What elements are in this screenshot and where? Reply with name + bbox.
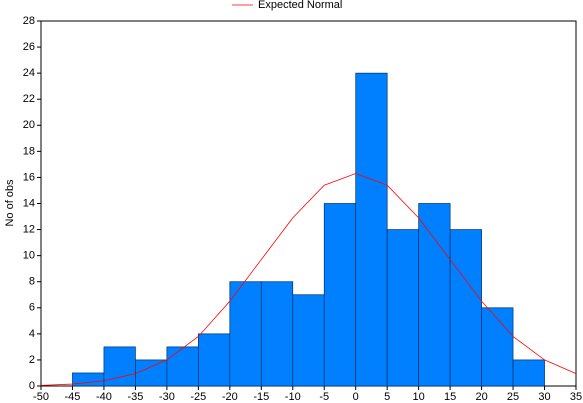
x-tick-label: -10	[285, 391, 301, 403]
y-tick-label: 8	[29, 276, 35, 288]
normal-curve	[40, 173, 577, 386]
bar	[103, 346, 136, 387]
bar	[135, 359, 168, 387]
x-tick-label: 20	[475, 391, 487, 403]
x-tick-label: 25	[507, 391, 519, 403]
y-tick-label: 16	[23, 171, 35, 183]
x-tick-label: -20	[222, 391, 238, 403]
x-tick-label: -30	[159, 391, 175, 403]
bar	[355, 72, 388, 387]
x-tick-label: 15	[444, 391, 456, 403]
y-tick-label: 22	[23, 93, 35, 105]
bar	[260, 281, 294, 387]
y-tick-label: 0	[29, 380, 35, 392]
x-tick-label: 10	[413, 391, 425, 403]
bar	[386, 229, 419, 387]
y-tick-label: 2	[29, 354, 35, 366]
bar	[198, 333, 231, 387]
x-tick-label: -15	[253, 391, 269, 403]
y-tick-label: 12	[23, 223, 35, 235]
bar	[481, 307, 514, 387]
y-tick-label: 20	[23, 119, 35, 131]
y-tick-label: 28	[23, 15, 35, 27]
x-tick-label: -35	[127, 391, 143, 403]
bar	[72, 372, 105, 387]
x-tick-label: -50	[33, 391, 49, 403]
x-tick-label: 30	[538, 391, 550, 403]
y-tick-label: 10	[23, 250, 35, 262]
bar	[449, 229, 482, 387]
y-tick-label: 26	[23, 41, 35, 53]
y-tick-label: 18	[23, 145, 35, 157]
x-tick-label: -45	[65, 391, 81, 403]
y-tick-label: 14	[23, 197, 35, 209]
x-tick-label: 35	[570, 391, 582, 403]
bar	[292, 294, 325, 387]
legend-label: Expected Normal	[258, 0, 342, 11]
x-tick-label: 5	[384, 391, 390, 403]
y-axis-label: No of obs	[4, 179, 16, 227]
x-tick-label: 0	[353, 391, 359, 403]
y-tick-label: 4	[29, 328, 35, 340]
bar	[323, 203, 357, 387]
x-tick-label: -40	[96, 391, 112, 403]
bar	[166, 346, 199, 387]
bar	[229, 281, 262, 387]
x-tick-label: -5	[319, 391, 329, 403]
y-tick-label: 24	[23, 67, 35, 79]
y-tick-label: 6	[29, 302, 35, 314]
bar	[418, 203, 451, 387]
bar	[512, 359, 545, 387]
x-tick-label: -25	[190, 391, 206, 403]
